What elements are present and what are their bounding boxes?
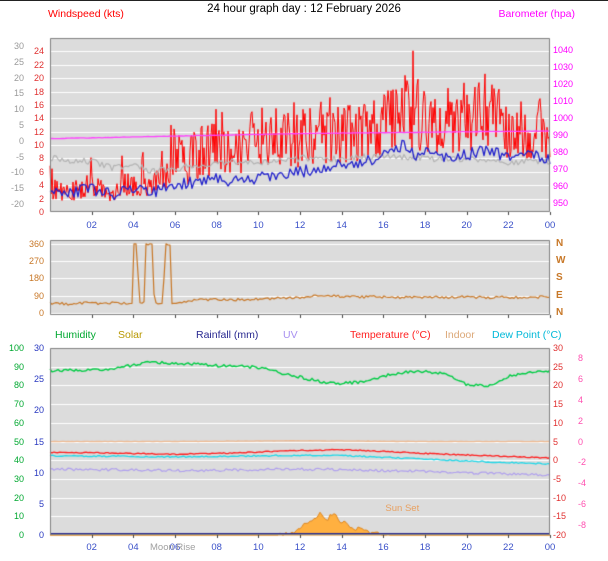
graph-canvas <box>0 0 608 561</box>
weather-24h-graph: 24 hour graph day : 12 February 2026 Win… <box>0 0 608 561</box>
